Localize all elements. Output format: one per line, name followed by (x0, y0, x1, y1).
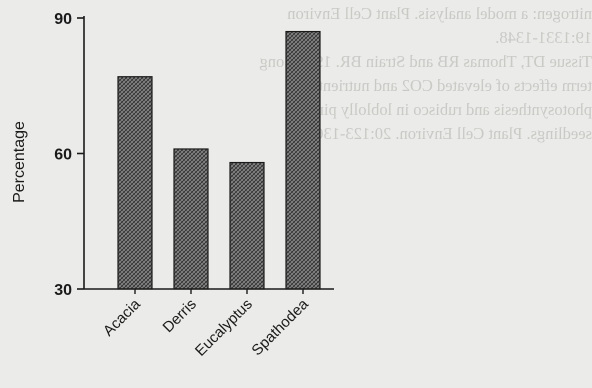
x-tick-label: Derris (160, 296, 200, 336)
y-tick-label: 90 (54, 11, 72, 28)
axes-group (77, 16, 334, 294)
x-tick-label: Acacia (100, 295, 144, 339)
y-axis-label: Percentage (11, 121, 28, 203)
bar-derris (173, 148, 209, 290)
bar-acacia (117, 76, 153, 290)
x-tick-label: Eucalyptus (192, 296, 256, 360)
y-tick-label: 30 (54, 282, 72, 299)
x-tick-label: Spathodea (248, 295, 312, 359)
labels-group: 30 60 90 Percentage Acacia DerrisEucalyptusSp… (11, 11, 312, 360)
y-tick-label: 60 (54, 147, 72, 164)
bar-spathodea (285, 30, 321, 290)
bars-group (117, 30, 321, 290)
bar-eucalyptus (229, 161, 265, 290)
